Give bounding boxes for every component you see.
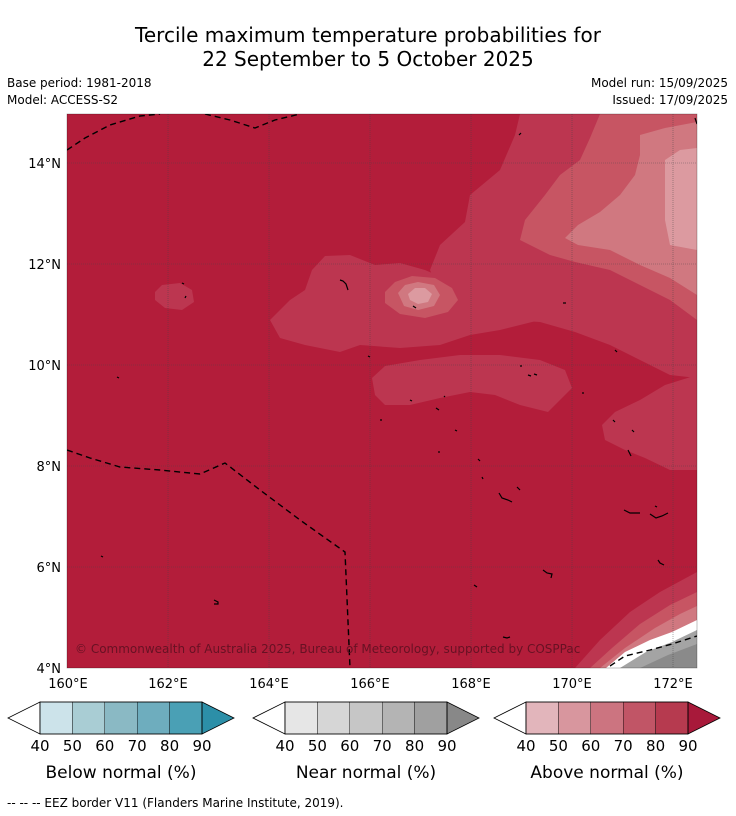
colorbar: 40 50 60 70 80 90 Below normal (%) xyxy=(7,701,235,783)
colorbar-segment xyxy=(623,701,656,735)
colorbar-tick-label: 70 xyxy=(614,737,633,755)
colorbar-legends: 40 50 60 70 80 90 Below normal (%) 40 50 60 70 80 90… xyxy=(7,701,721,783)
map-copyright: © Commonwealth of Australia 2025, Bureau… xyxy=(75,642,580,656)
colorbar-segment xyxy=(39,701,73,735)
lon-label: 166°E xyxy=(350,677,390,692)
colorbar-tick-label: 60 xyxy=(95,737,114,755)
model-run-text: Model run: 15/09/2025 xyxy=(590,76,728,90)
lat-label: 8°N xyxy=(37,460,62,475)
colorbar-min-arrow xyxy=(7,701,41,735)
colorbar-segment xyxy=(382,701,415,735)
colorbar-segment xyxy=(317,701,350,735)
colorbar-segment xyxy=(558,701,592,735)
lon-label: 164°E xyxy=(249,677,289,692)
above-80-region-west xyxy=(155,283,194,310)
colorbar-segment xyxy=(590,701,624,735)
probability-map: © Commonwealth of Australia 2025, Bureau… xyxy=(7,113,721,783)
colorbar-tick-label: 80 xyxy=(646,737,665,755)
colorbar: 40 50 60 70 80 90 Above normal (%) xyxy=(493,701,721,783)
colorbar-segment xyxy=(169,701,203,735)
lon-label: 170°E xyxy=(552,677,592,692)
colorbar-tick-label: 50 xyxy=(63,737,82,755)
colorbar-tick-label: 50 xyxy=(308,737,327,755)
lon-label: 160°E xyxy=(48,677,88,692)
lat-label: 6°N xyxy=(37,561,62,576)
colorbar-segment xyxy=(655,701,689,735)
lon-label: 168°E xyxy=(451,677,491,692)
lat-label: 14°N xyxy=(28,157,61,172)
colorbar-segment xyxy=(72,701,106,735)
lon-label: 162°E xyxy=(148,677,188,692)
colorbar-segment xyxy=(284,701,318,735)
islands xyxy=(100,117,697,639)
colorbar-outline xyxy=(39,701,203,735)
lat-label: 4°N xyxy=(37,662,62,677)
colorbar-tick-label: 90 xyxy=(678,737,697,755)
colorbar-min-arrow xyxy=(493,701,527,735)
colorbar-segment xyxy=(349,701,383,735)
eez-borders xyxy=(67,114,697,668)
colorbar-tick-label: 40 xyxy=(516,737,535,755)
colorbar-outline xyxy=(284,701,448,735)
base-period-text: Base period: 1981-2018 xyxy=(7,76,152,90)
colorbar-tick-label: 70 xyxy=(128,737,147,755)
colorbar-title: Above normal (%) xyxy=(530,763,683,783)
colorbar-max-arrow xyxy=(687,701,721,735)
near-normal-90-region xyxy=(640,644,697,668)
colorbar-min-arrow xyxy=(252,701,286,735)
map-title-line-1: Tercile maximum temperature probabilitie… xyxy=(135,23,601,47)
white-gap-region xyxy=(606,620,697,668)
colorbar-max-arrow xyxy=(446,701,480,735)
latitude-labels: 14°N 12°N 10°N 8°N 6°N 4°N xyxy=(28,157,61,677)
colorbar-segment xyxy=(414,701,448,735)
colorbar-tick-label: 80 xyxy=(405,737,424,755)
colorbar-title: Below normal (%) xyxy=(46,763,197,783)
colorbar-segment xyxy=(525,701,559,735)
colorbar-tick-label: 60 xyxy=(581,737,600,755)
colorbar-tick-label: 60 xyxy=(340,737,359,755)
colorbar-segment xyxy=(136,701,170,735)
colorbar-tick-label: 90 xyxy=(192,737,211,755)
colorbar-tick-label: 70 xyxy=(373,737,392,755)
map-title-line-2: 22 September to 5 October 2025 xyxy=(202,47,534,71)
model-name-text: Model: ACCESS-S2 xyxy=(7,93,119,107)
map-frame xyxy=(66,113,698,669)
map-gridlines xyxy=(67,114,697,668)
colorbar-tick-label: 80 xyxy=(160,737,179,755)
colorbar-tick-label: 50 xyxy=(549,737,568,755)
lat-label: 12°N xyxy=(28,258,61,273)
colorbar-tick-label: 90 xyxy=(437,737,456,755)
colorbar-outline xyxy=(525,701,689,735)
eez-footnote: -- -- -- EEZ border V11 (Flanders Marine… xyxy=(7,796,344,810)
colorbar-title: Near normal (%) xyxy=(296,763,436,783)
colorbar-segment xyxy=(104,701,138,735)
above-80-region-south-central xyxy=(372,355,572,412)
lat-label: 10°N xyxy=(28,359,61,374)
longitude-labels: 160°E 162°E 164°E 166°E 168°E 170°E 172°… xyxy=(48,677,693,692)
colorbar-max-arrow xyxy=(201,701,235,735)
issued-date-text: Issued: 17/09/2025 xyxy=(612,93,728,107)
above-50-region-hotspot xyxy=(408,288,432,304)
colorbar-tick-label: 40 xyxy=(275,737,294,755)
colorbar-tick-label: 40 xyxy=(30,737,49,755)
lon-label: 172°E xyxy=(653,677,693,692)
above-60-region-northeast xyxy=(565,122,697,295)
map-plot-area: © Commonwealth of Australia 2025, Bureau… xyxy=(67,114,697,668)
